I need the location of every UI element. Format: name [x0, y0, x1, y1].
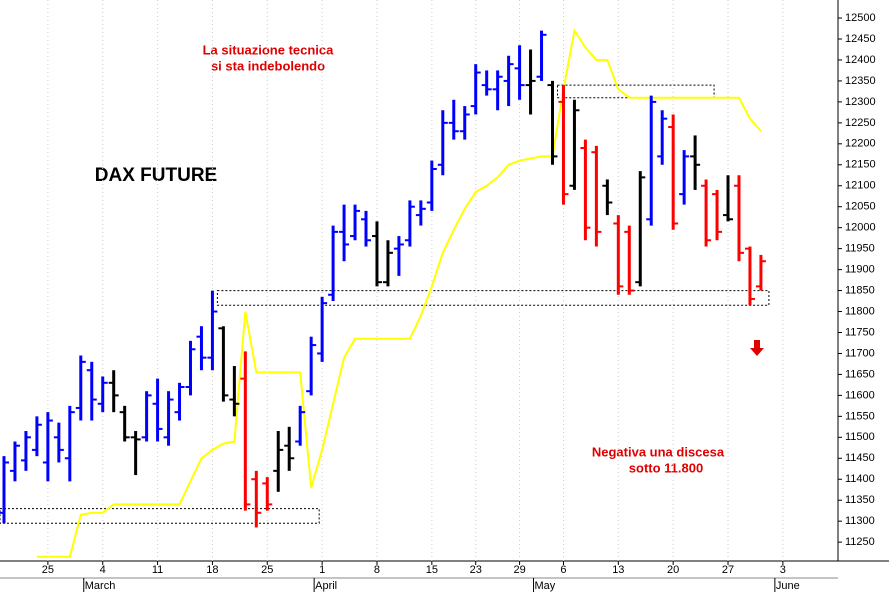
y-tick-label: 12300: [845, 96, 876, 108]
x-tick-label: 13: [612, 564, 624, 576]
stop-line: [36, 27, 762, 558]
y-tick-label: 12400: [845, 54, 876, 66]
month-label: March: [85, 580, 116, 592]
y-tick-label: 11850: [845, 284, 875, 296]
y-tick-label: 11700: [845, 347, 875, 359]
y-tick-label: 12100: [845, 180, 876, 192]
y-tick-label: 12050: [845, 201, 876, 213]
y-tick-label: 12350: [845, 75, 876, 87]
y-tick-label: 12200: [845, 138, 876, 150]
y-tick-label: 11350: [845, 494, 875, 506]
y-tick-label: 12450: [845, 33, 876, 45]
down-arrow: [750, 340, 764, 356]
annotation: sotto 11.800: [629, 460, 703, 475]
annotation: Negativa una discesa: [592, 444, 725, 459]
x-tick-label: 20: [667, 564, 679, 576]
y-tick-label: 11750: [845, 326, 875, 338]
x-tick-label: 1: [319, 564, 325, 576]
month-label: April: [315, 580, 337, 592]
annotation: La situazione tecnica: [203, 42, 335, 57]
y-tick-label: 11500: [845, 431, 875, 443]
y-tick-label: 12500: [845, 12, 876, 24]
y-tick-label: 12250: [845, 117, 876, 129]
y-tick-label: 11600: [845, 389, 875, 401]
zone: [556, 84, 715, 99]
x-tick-label: 6: [560, 564, 566, 576]
month-label: May: [535, 580, 556, 592]
x-tick-label: 29: [513, 564, 525, 576]
annotation: si sta indebolendo: [211, 58, 325, 73]
x-tick-label: 27: [722, 564, 734, 576]
x-tick-label: 25: [261, 564, 273, 576]
y-tick-label: 11450: [845, 452, 875, 464]
x-tick-label: 3: [780, 564, 786, 576]
month-label: June: [776, 580, 800, 592]
y-tick-label: 12150: [845, 159, 876, 171]
x-tick-label: 25: [42, 564, 54, 576]
y-tick-label: 11800: [845, 305, 875, 317]
y-tick-label: 11400: [845, 473, 875, 485]
y-tick-label: 11900: [845, 264, 875, 276]
x-tick-label: 18: [206, 564, 218, 576]
zone: [0, 508, 320, 524]
x-tick-label: 8: [374, 564, 380, 576]
zone: [216, 290, 770, 306]
chart-title: DAX FUTURE: [95, 165, 217, 186]
x-tick-label: 15: [426, 564, 438, 576]
y-tick-label: 11300: [845, 515, 875, 527]
x-tick-label: 4: [100, 564, 106, 576]
y-tick-label: 11550: [845, 410, 875, 422]
y-tick-label: 11950: [845, 243, 875, 255]
x-tick-label: 11: [152, 564, 163, 576]
y-tick-label: 11650: [845, 368, 875, 380]
x-tick-label: 23: [470, 564, 482, 576]
y-tick-label: 12000: [845, 222, 876, 234]
y-tick-label: 11250: [845, 536, 875, 548]
